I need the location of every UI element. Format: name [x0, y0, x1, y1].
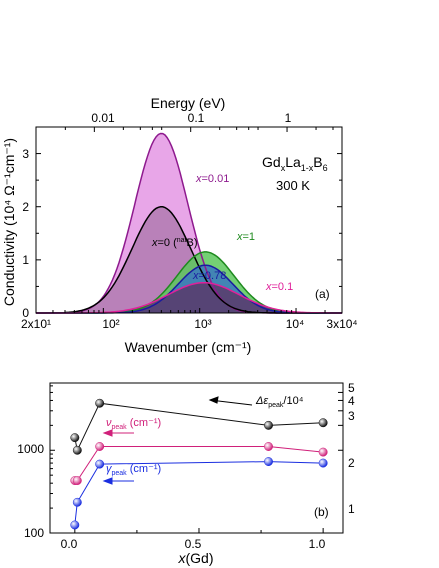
panel-b-lines	[74, 402, 324, 526]
bottom-tick-label: 10⁴	[286, 317, 305, 331]
series-fill-0	[36, 133, 342, 313]
data-point	[70, 433, 80, 443]
y-tick-label-a: 3	[22, 147, 29, 161]
legend-delta: Δεpeak/10⁴	[255, 395, 304, 409]
x-tick-label-b: 1.0	[309, 537, 326, 551]
right-tick-label: 5	[348, 381, 355, 395]
data-point	[95, 459, 105, 469]
legend-gamma: γpeak (cm⁻¹)	[106, 463, 161, 477]
right-tick-label: 3	[348, 409, 355, 423]
x-tick-label-b: 0.5	[185, 537, 202, 551]
data-point	[72, 445, 82, 455]
panel-a: Energy (eV) Wavenumber (cm⁻¹) Conductivi…	[1, 95, 358, 355]
bottom-tick-label: 2x10¹	[21, 317, 51, 331]
y-axis-label-a: Conductivity (10⁴ Ω⁻¹cm⁻¹)	[1, 138, 17, 306]
formula-title: GdxLa1-xB6	[262, 154, 328, 173]
data-point	[72, 476, 82, 486]
top-axis-label: Energy (eV)	[151, 95, 226, 111]
series-fill-4	[36, 282, 342, 313]
legend-nu: νpeak (cm⁻¹)	[106, 417, 161, 431]
bottom-tick-label: 3x10⁴	[326, 317, 357, 331]
data-point	[318, 458, 328, 468]
y-tick-label-a: 1	[22, 253, 29, 267]
x-axis-label-b: x(Gd)	[178, 550, 214, 566]
data-point	[264, 442, 273, 451]
series-label-x078: x=0.78	[192, 270, 226, 282]
series-label-x0: x=0 (natB)	[151, 237, 198, 249]
top-tick-label: 0.01	[91, 111, 115, 125]
x-axis-label-a: Wavenumber (cm⁻¹)	[125, 339, 252, 355]
panel-a-ticks	[35, 126, 343, 314]
panel-b-points	[70, 398, 328, 530]
panel-b: 100 1000 0.0 0.5 1.0 1 2 3 4 5 x(Gd) (b)…	[17, 381, 355, 566]
data-point	[264, 457, 273, 467]
data-point	[318, 418, 328, 428]
y-tick-label-b: 100	[24, 526, 44, 540]
panel-a-fills	[36, 133, 342, 313]
bottom-tick-label: 10²	[102, 317, 119, 331]
panel-b-ticks	[50, 385, 343, 534]
x-tick-label-b: 0.0	[61, 537, 78, 551]
y-tick-label-a: 2	[22, 200, 29, 214]
data-point	[264, 420, 273, 430]
right-tick-label: 4	[348, 394, 355, 408]
series-fill-1	[36, 206, 342, 313]
top-tick-label: 1	[285, 111, 292, 125]
data-point	[318, 447, 328, 457]
data-point	[95, 398, 105, 408]
y-tick-label-b: 1000	[17, 442, 44, 456]
data-point	[72, 497, 82, 507]
y-tick-label-a: 0	[22, 306, 29, 320]
arrow-gamma	[102, 477, 134, 485]
panel-label-a: (a)	[315, 287, 330, 301]
series-label-x1: x=1	[236, 231, 255, 243]
data-point	[95, 442, 105, 451]
bottom-tick-label: 10³	[194, 317, 211, 331]
data-point	[70, 520, 80, 530]
series-label-x01: x=0.1	[265, 281, 293, 293]
series-label-x001: x=0.01	[195, 173, 229, 185]
panel-label-b: (b)	[314, 505, 329, 519]
arrow-nu	[102, 429, 134, 437]
temperature-label: 300 K	[276, 178, 310, 193]
top-tick-label: 0.1	[188, 111, 205, 125]
right-tick-label: 2	[348, 456, 355, 470]
right-tick-label: 1	[348, 502, 355, 516]
panel-a-frame	[35, 126, 343, 314]
arrow-delta	[208, 396, 253, 406]
